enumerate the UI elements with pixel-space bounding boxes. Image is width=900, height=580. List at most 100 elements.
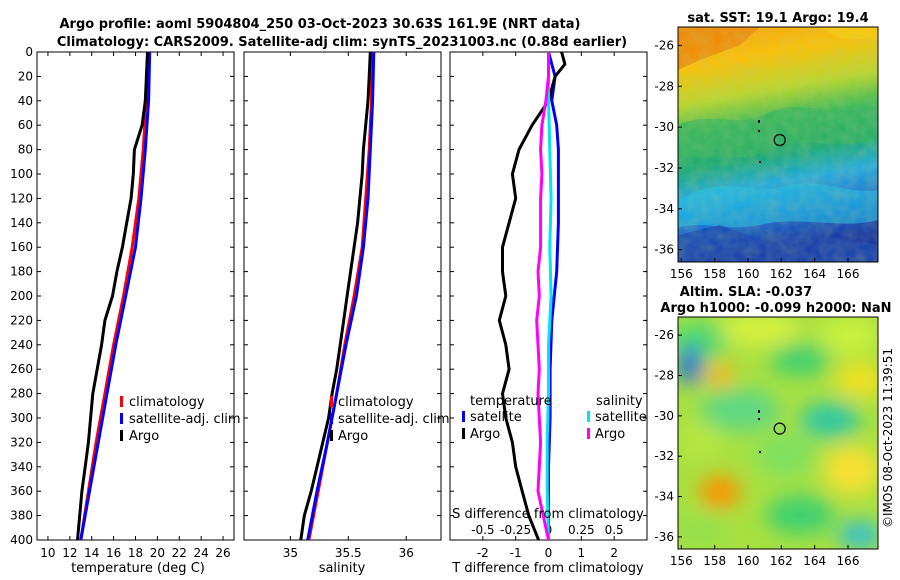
s-tick-label: 0.5 [605,523,624,537]
depth-tick-label: 260 [10,362,33,376]
x-tick-label: 16 [106,546,121,560]
legend-argo-swatch [330,430,333,441]
depth-tick-label: 180 [10,265,33,279]
legend-temp-satellite-swatch [462,411,465,422]
legend-climatology-swatch [330,396,333,407]
lat-tick-label: -30 [654,409,674,423]
series-line-salinity-satellite [545,52,553,540]
legend-argo-swatch [120,430,123,441]
s-difference-axis-ticks: -0.5 -0.25 0 0.25 0.5 [471,523,624,537]
difference-legend: temperature satellite Argo salinity sate… [462,394,647,442]
legend-satellite-label: satellite-adj. clim [129,412,241,427]
depth-tick-label: 80 [18,143,33,157]
x-tick-label: 36 [399,546,414,560]
x-tick-label: 20 [150,546,165,560]
legend-sal-argo-label: Argo [595,427,625,442]
legend-sal-satellite-label: satellite [595,410,647,425]
series-line-argo [299,52,372,540]
salinity-plot-frame [243,51,442,541]
x-tick-label: 24 [194,546,209,560]
lat-tick-label: -34 [654,202,674,216]
x-tick-label: 1 [578,546,586,560]
temperature-panel: 0 20 40 60 80 100 120 140 160 180 200 220 240 260 280 3… [10,45,241,576]
lon-tick-label: 166 [837,267,860,281]
legend-climatology-label: climatology [129,395,205,410]
series-line-satellite-adj-clim [306,52,376,540]
legend-sal-argo-swatch [587,428,590,439]
salinity-axis-label: salinity [319,561,366,576]
legend-climatology-swatch [120,396,123,407]
imos-credit: ©IMOS 08-Oct-2023 11:39:51 [881,348,895,528]
x-tick-label: 12 [62,546,77,560]
depth-tick-label: 140 [10,216,33,230]
salinity-axis-ticks: 35 35.5 36 [283,52,414,560]
series-line-argo [76,52,149,540]
depth-tick-label: 280 [10,387,33,401]
depth-tick-label: 360 [10,484,33,498]
temperature-axis-ticks: 10 12 14 16 18 20 22 24 26 [40,52,231,560]
lon-tick-label: 162 [770,554,793,568]
series-line-temperature-satellite [547,52,560,540]
sst-track-dots [758,120,761,163]
salinity-legend: climatology satellite-adj. clim Argo [330,395,450,444]
legend-satellite-swatch [330,413,333,424]
lat-tick-label: -30 [654,120,674,134]
sla-latitude-ticks: -26 -28 -30 -32 -34 -36 [654,328,682,544]
s-tick-label: -0.5 [471,523,494,537]
depth-tick-label: 60 [18,118,33,132]
sla-track-dots [758,410,761,453]
legend-argo-label: Argo [129,429,159,444]
lon-tick-label: 162 [770,267,793,281]
lat-tick-label: -28 [654,79,674,93]
lat-tick-label: -34 [654,490,674,504]
depth-tick-label: 220 [10,313,33,327]
x-tick-label: 35.5 [335,546,362,560]
sst-map-panel: sat. SST: 19.1 Argo: 19.4 156 158 160 162 16… [654,11,879,281]
lon-tick-label: 160 [737,267,760,281]
lat-tick-label: -26 [654,328,674,342]
legend-satellite-swatch [120,413,123,424]
legend-satellite-label: satellite-adj. clim [338,412,450,427]
lat-tick-label: -36 [654,530,674,544]
sst-heatmap [678,27,878,262]
difference-panel: -2 -1 0 1 2 -0.5 -0.25 0 0.25 0.5 S difference f… [449,51,648,576]
sla-heatmap [678,317,878,549]
x-tick-label: 26 [215,546,230,560]
x-tick-label: 35 [283,546,298,560]
depth-tick-label: 160 [10,240,33,254]
legend-sal-satellite-swatch [587,411,590,422]
depth-tick-label: 100 [10,167,33,181]
lat-tick-label: -26 [654,38,674,52]
depth-tick-label: 200 [10,289,33,303]
sla-map-frame [677,316,879,550]
depth-tick-label: 40 [18,94,33,108]
t-difference-axis-label: T difference from climatology [451,561,644,576]
sla-map-title-line2: Argo h1000: -0.099 h2000: NaN [660,301,891,316]
lon-tick-label: 158 [703,267,726,281]
x-tick-label: 2 [610,546,618,560]
figure-title-line2: Climatology: CARS2009. Satellite-adj cli… [57,35,627,50]
x-tick-label: 22 [172,546,187,560]
temperature-plot-frame [36,51,235,541]
difference-depth-ticks [450,51,647,541]
legend-temp-argo-label: Argo [470,427,500,442]
lon-tick-label: 166 [837,554,860,568]
lon-tick-label: 164 [803,554,826,568]
x-tick-label: 14 [84,546,99,560]
legend-temp-satellite-label: satellite [470,410,522,425]
s-tick-label: 0.25 [568,523,595,537]
salinity-depth-ticks [244,51,441,541]
legend-temp-argo-swatch [462,428,465,439]
sla-map-title-line1: Altim. SLA: -0.037 [680,285,812,300]
lon-tick-label: 156 [670,267,693,281]
lat-tick-label: -32 [654,161,674,175]
lat-tick-label: -32 [654,449,674,463]
depth-tick-label: 0 [25,45,33,59]
x-tick-label: -2 [477,546,489,560]
depth-tick-label: 380 [10,509,33,523]
depth-tick-label: 400 [10,533,33,547]
sst-map-frame [677,26,879,263]
s-difference-axis-label: S difference from climatology [452,507,644,522]
x-tick-label: 18 [128,546,143,560]
